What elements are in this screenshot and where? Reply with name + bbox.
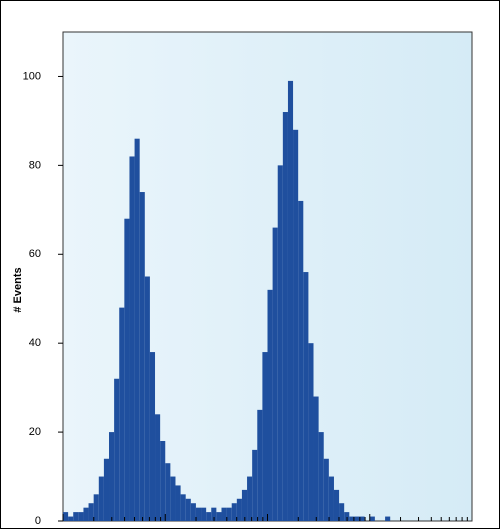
y-tick-label: 40	[29, 337, 41, 349]
bar	[119, 307, 125, 521]
bar	[68, 516, 74, 521]
bar	[241, 489, 248, 521]
bar	[165, 463, 171, 521]
bar	[293, 129, 299, 522]
y-tick-label: 100	[23, 70, 41, 82]
bar	[272, 227, 278, 521]
bar	[201, 507, 207, 521]
y-tick-label: 80	[29, 159, 41, 171]
bar	[385, 516, 391, 521]
bar	[78, 512, 84, 521]
bar	[103, 458, 110, 521]
bar	[349, 516, 355, 521]
bar	[257, 409, 263, 521]
bar	[308, 343, 314, 521]
bar	[73, 512, 79, 521]
bar	[211, 507, 217, 521]
bar	[359, 516, 365, 521]
y-tick-label: 60	[29, 248, 41, 260]
bar	[236, 498, 242, 521]
bar	[344, 512, 350, 521]
bar	[226, 507, 232, 521]
bar	[267, 289, 273, 521]
bar	[83, 507, 89, 521]
bar	[339, 503, 345, 521]
bar	[114, 378, 120, 521]
bar	[195, 507, 202, 521]
bar	[369, 516, 375, 521]
bar	[216, 512, 222, 521]
bar	[252, 449, 258, 521]
bar	[318, 432, 324, 521]
bar	[190, 503, 196, 521]
bar	[313, 396, 319, 521]
bar	[139, 192, 145, 521]
bar	[129, 156, 135, 522]
bar	[277, 165, 283, 521]
bar	[134, 138, 140, 521]
y-tick-label: 0	[35, 515, 41, 527]
bar	[180, 494, 186, 521]
y-tick-label: 20	[29, 426, 41, 438]
bar	[124, 218, 130, 521]
bar	[298, 200, 304, 521]
bar	[149, 352, 156, 521]
bar	[323, 458, 329, 521]
bar	[109, 432, 115, 521]
bar	[328, 476, 334, 521]
bar	[63, 512, 69, 521]
bar	[206, 512, 212, 521]
bar	[98, 476, 104, 521]
bar	[175, 485, 181, 521]
bar	[282, 112, 288, 521]
bar	[303, 272, 309, 521]
bar	[333, 489, 340, 521]
bar	[231, 503, 237, 521]
bar	[287, 80, 294, 522]
bar	[221, 507, 227, 521]
bar	[247, 476, 253, 521]
y-axis-label: # Events	[12, 267, 24, 312]
bar	[170, 476, 176, 521]
bar	[88, 503, 94, 521]
bar	[155, 414, 161, 521]
bar	[144, 276, 150, 521]
bar	[185, 498, 191, 521]
bar	[262, 352, 268, 521]
bar	[354, 516, 360, 521]
bar	[93, 494, 99, 521]
bar	[160, 440, 166, 521]
